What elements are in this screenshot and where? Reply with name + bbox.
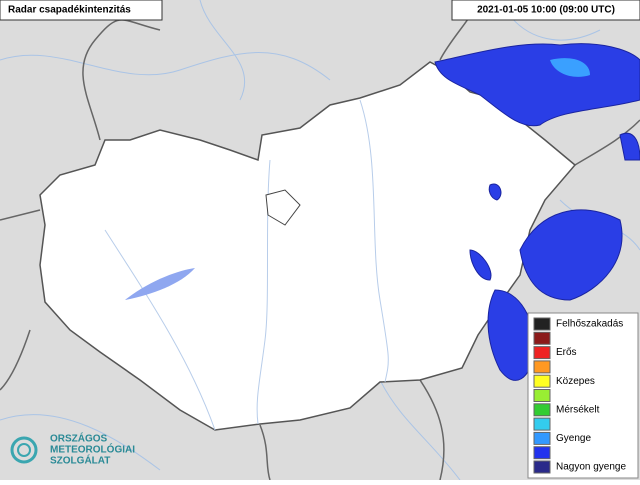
legend-swatch <box>533 374 551 388</box>
radar-echo-stronger <box>550 58 590 77</box>
legend-swatch <box>533 331 551 345</box>
legend-swatch <box>533 460 551 474</box>
hungary <box>39 61 577 431</box>
legend-label: Felhőszakadás <box>556 319 623 330</box>
title-box <box>0 0 163 21</box>
logo-text: METEOROLÓGIAI <box>50 443 135 456</box>
legend-swatch <box>533 417 551 431</box>
legend-label: Erős <box>556 347 577 358</box>
legend: Felhőszakadás Erős Közepes Mérsékelt Gyenge N… <box>533 317 626 474</box>
legend-label: Gyenge <box>556 433 591 444</box>
legend-label: Mérsékelt <box>556 404 600 415</box>
logo-text: ORSZÁGOS <box>50 432 108 445</box>
legend-swatch <box>533 389 551 402</box>
logo-text: SZOLGÁLAT <box>50 454 110 467</box>
title: Radar csapadékintenzitás <box>8 5 131 16</box>
legend-swatch <box>533 317 551 331</box>
lake <box>125 268 195 300</box>
legend-swatch <box>533 431 551 445</box>
legend-label: Nagyon gyenge <box>556 462 626 473</box>
logo: ORSZÁGOS METEOROLÓGIAI SZOLGÁLAT <box>10 432 135 467</box>
budapest <box>265 189 301 226</box>
timestamp: 2021-01-05 10:00 (09:00 UTC) <box>477 5 615 16</box>
legend-label: Közepes <box>556 376 595 387</box>
radar-echo <box>434 43 640 381</box>
legend-swatch <box>533 403 551 417</box>
legend-swatch <box>533 346 551 360</box>
legend-swatch <box>533 446 551 460</box>
legend-swatch <box>533 360 551 374</box>
timestamp-box <box>451 0 640 21</box>
